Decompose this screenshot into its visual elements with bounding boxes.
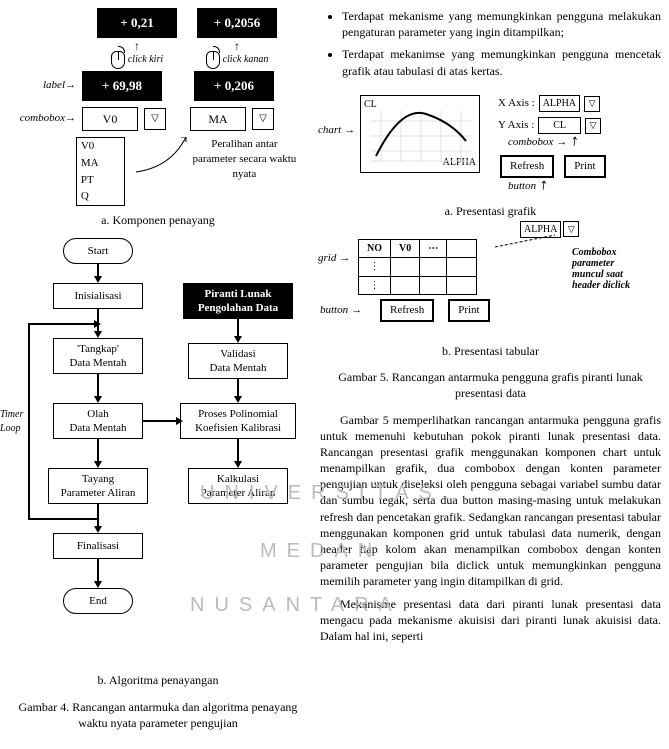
value-top-left: + 0,21 [97,8,177,38]
dropdown-item[interactable]: MA [77,155,124,172]
xaxis-combo[interactable]: ALPHA [539,95,580,113]
yaxis-combo[interactable]: CL [538,117,581,135]
yaxis-label: Y Axis : [498,118,534,133]
col-dots[interactable]: ⋯ [420,239,447,258]
bullet-list: Terdapat mekanisme yang memungkinkan pen… [320,8,661,79]
print-button[interactable]: Print [564,155,605,178]
arrow-up-icon: ↑ [134,42,140,52]
paragraph: Mekanisme presentasi data dari piranti l… [320,596,661,645]
print-button[interactable]: Print [448,299,489,322]
flowchart: Start Inisialisasi 'Tangkap' Data Mentah… [8,238,308,668]
grid-pointer: grid→ [318,251,350,266]
node-tangkap: 'Tangkap' Data Mentah [53,338,143,374]
click-left-label: click kiri [128,55,163,65]
chart-pointer: chart→ [318,123,355,138]
bullet-item: Terdapat mekanisme yang memungkinkan pen… [342,8,661,40]
cell: ⋮ [359,258,391,277]
refresh-button[interactable]: Refresh [500,155,554,178]
button-pointer: button↗ [508,179,548,194]
fig-a-left-caption: a. Komponen penayang [8,212,308,228]
node-start: Start [63,238,133,264]
paragraph: Gambar 5 memperlihatkan rancangan antarm… [320,412,661,590]
cell: ⋮ [359,276,391,295]
click-right-label: click kanan [223,55,269,65]
dropdown-item[interactable]: V0 [77,138,124,155]
col-v0[interactable]: V0 [391,239,420,258]
node-end: End [63,588,133,614]
komponen-penayang: + 0,21 + 0,2056 ↑ click kiri ↑ click kan… [18,8,298,206]
fig-b-left-caption: b. Algoritma penayangan [8,672,308,688]
node-olah: Olah Data Mentah [53,403,143,439]
loop-label: Timer Loop [0,408,23,435]
node-piranti: Piranti Lunak Pengolahan Data [183,283,293,319]
combo-left-value[interactable]: V0 [82,107,138,131]
value-top-right: + 0,2056 [197,8,277,38]
bullet-item: Terdapat mekanimse yang memungkinkan pen… [342,46,661,78]
chevron-down-icon[interactable]: ▽ [585,118,601,134]
dropdown-list[interactable]: V0 MA PT Q [76,137,125,206]
fig5-caption: Gambar 5. Rancangan antarmuka pengguna g… [320,369,661,401]
fig4-caption: Gambar 4. Rancangan antarmuka dan algori… [8,699,308,731]
combobox-pointer: combobox→ [18,111,76,126]
grid-table[interactable]: NO V0 ⋯ ⋮ ⋮ [358,239,477,296]
chevron-down-icon[interactable]: ▽ [144,108,166,130]
realtime-note: Peralihan antar parameter secara waktu n… [191,137,298,182]
combobox-pointer: combobox→↗ [508,135,579,150]
label-pointer: label→ [18,78,76,93]
node-kalkulasi: Kalkulasi Parameter Aliran [188,468,288,504]
fig5a-caption: a. Presentasi grafik [320,203,661,219]
mouse-right-icon [206,51,220,69]
fig5a: chart→ CL ALPHA X Axis : ALPHA [320,89,640,199]
node-finalisasi: Finalisasi [53,533,143,559]
arrow-up-icon: ↑ [234,42,240,52]
chart-box: CL ALPHA [360,95,480,173]
node-poli: Proses Polinomial Koefisien Kalibrasi [180,403,296,439]
col-no[interactable]: NO [359,239,391,258]
chevron-down-icon[interactable]: ▽ [252,108,274,130]
button-pointer: button→ [320,303,362,318]
dropdown-item[interactable]: PT [77,172,124,189]
curve-arrow-icon [131,137,185,177]
fig5b: grid→ NO V0 ⋯ ⋮ ⋮ ALPHA ▽ Combobox param… [320,229,640,339]
combo-right-value[interactable]: MA [190,107,246,131]
mouse-left-icon [111,51,125,69]
col-blank[interactable] [447,239,477,258]
refresh-button[interactable]: Refresh [380,299,434,322]
dropdown-item[interactable]: Q [77,188,124,205]
node-validasi: Validasi Data Mentah [188,343,288,379]
xaxis-label: X Axis : [498,96,535,111]
node-init: Inisialisasi [53,283,143,309]
value-mid-right: + 0,206 [194,71,274,101]
side-note: Combobox parameter muncul saat header di… [572,247,642,291]
node-tayang: Tayang Parameter Aliran [48,468,148,504]
chevron-down-icon[interactable]: ▽ [584,96,600,112]
fig5b-caption: b. Presentasi tabular [320,343,661,359]
value-mid-left: + 69,98 [82,71,162,101]
